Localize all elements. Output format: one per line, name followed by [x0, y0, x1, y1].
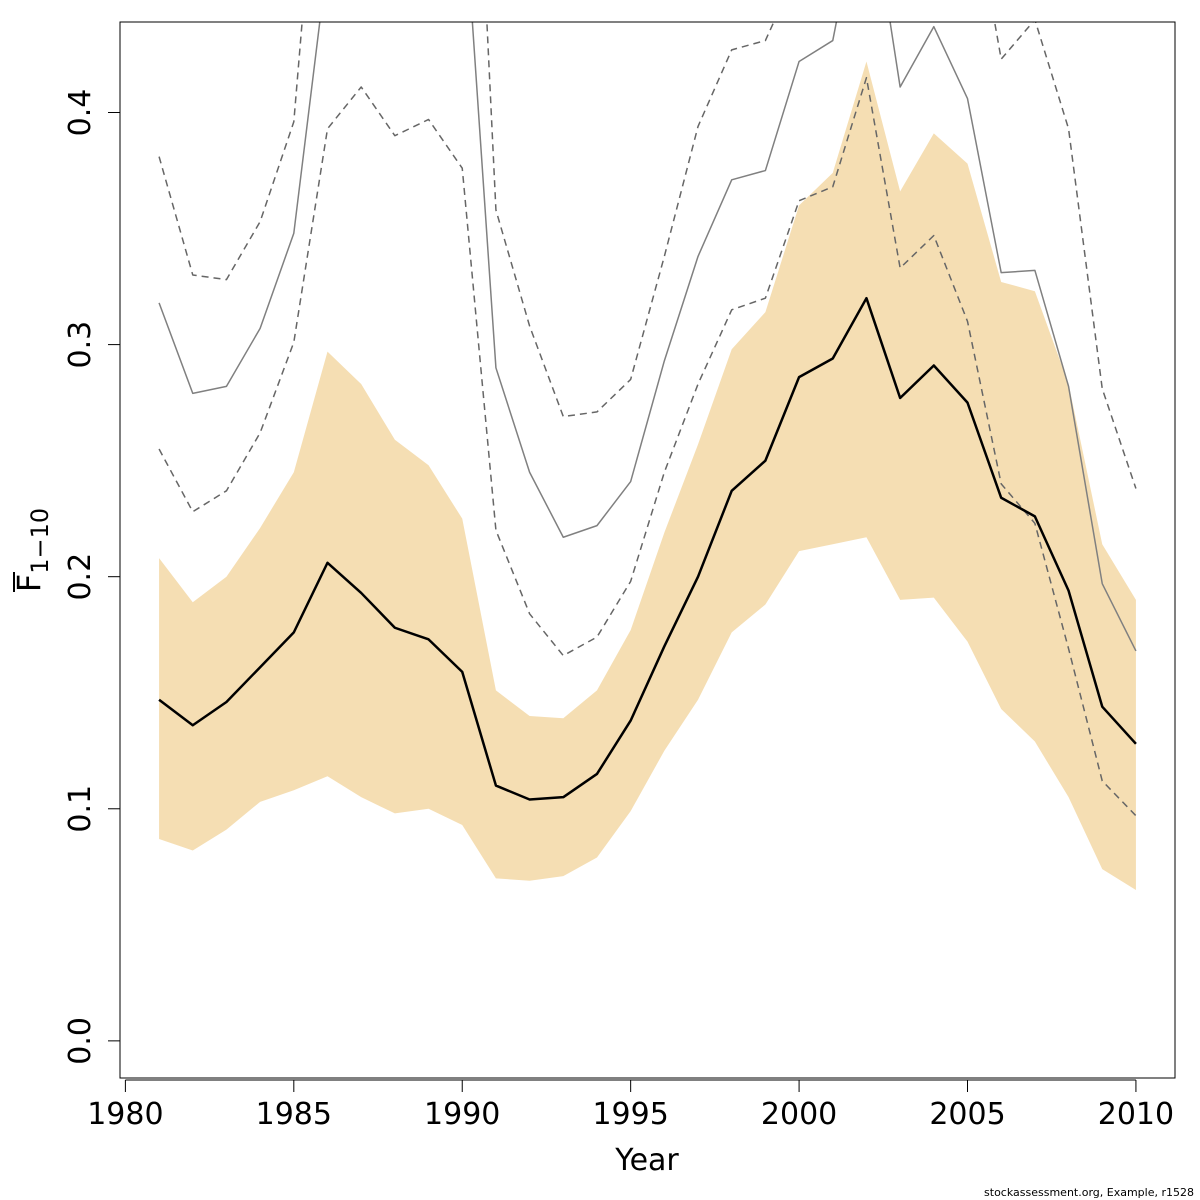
x-tick-label: 2000: [761, 1097, 837, 1132]
y-tick-label: 0.1: [63, 785, 98, 833]
y-axis-label: F1−10: [10, 508, 54, 592]
y-label-base: F: [10, 574, 48, 592]
y-axis-label-text: F1−10: [10, 508, 54, 592]
series-line: [158, 296, 1137, 801]
x-tick-label: 1980: [87, 1097, 163, 1132]
footer: stockassessment.org, Example, r1528: [984, 1186, 1194, 1199]
y-tick-label: 0.0: [63, 1017, 98, 1065]
x-tick-label: 2010: [1098, 1097, 1174, 1132]
plot-area: [158, 22, 1137, 891]
y-tick-label: 0.2: [63, 553, 98, 601]
y-tick-label: 0.3: [63, 321, 98, 369]
series-line: [158, 22, 1137, 652]
x-tick-label: 2005: [929, 1097, 1005, 1132]
y-tick-label: 0.4: [63, 89, 98, 137]
x-axis-label: Year: [614, 1143, 679, 1178]
series-line: [158, 76, 1137, 817]
confidence-band: [159, 61, 1136, 891]
x-tick-label: 1985: [256, 1097, 332, 1132]
x-tick-label: 1990: [424, 1097, 500, 1132]
y-label-subscript: 1−10: [26, 508, 54, 574]
x-tick-label: 1995: [592, 1097, 668, 1132]
